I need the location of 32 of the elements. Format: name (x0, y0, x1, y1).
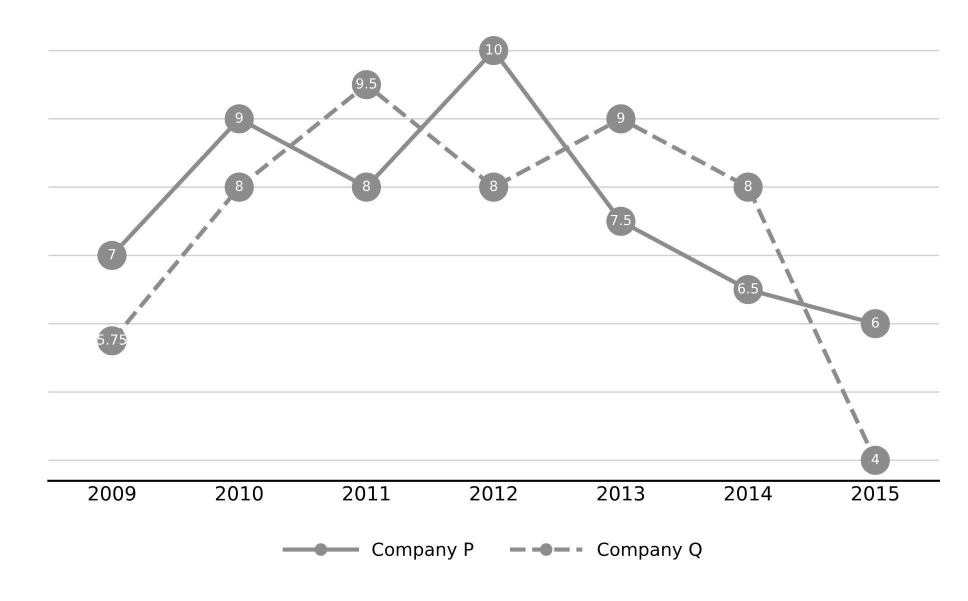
point (97, 240, 127, 270)
legend-label: Company P (372, 542, 474, 560)
point (352, 172, 382, 202)
x-tick-label: 2010 (216, 486, 263, 501)
x-tick-label: 2013 (598, 486, 644, 501)
point (734, 172, 763, 202)
data-label: 9 (236, 112, 243, 123)
data-label: 9.5 (356, 78, 376, 89)
point (224, 104, 254, 134)
data-label: 6 (872, 317, 879, 328)
data-label: 5.75 (98, 334, 126, 345)
x-tick-label: 2014 (724, 486, 772, 501)
data-label: 8 (744, 180, 752, 192)
data-label: 6.5 (738, 283, 758, 294)
point (224, 172, 254, 202)
point (479, 172, 508, 202)
data-label: 8 (236, 180, 243, 192)
x-tick-label: 2009 (88, 486, 136, 501)
x-tick-label: 2011 (343, 486, 390, 501)
data-label: 7.5 (611, 214, 631, 226)
x-tick-label: 2012 (470, 486, 516, 501)
data-label: 10 (486, 44, 502, 55)
data-label: 4 (872, 454, 879, 464)
x-tick-label: 2015 (852, 486, 898, 501)
point (606, 104, 636, 134)
data-label: 9 (617, 112, 624, 123)
legend-label: Company Q (598, 542, 702, 560)
data-label: 7 (108, 249, 116, 260)
data-label: 8 (362, 180, 370, 192)
data-label: 8 (490, 180, 498, 192)
point (860, 446, 890, 475)
point (860, 309, 890, 338)
